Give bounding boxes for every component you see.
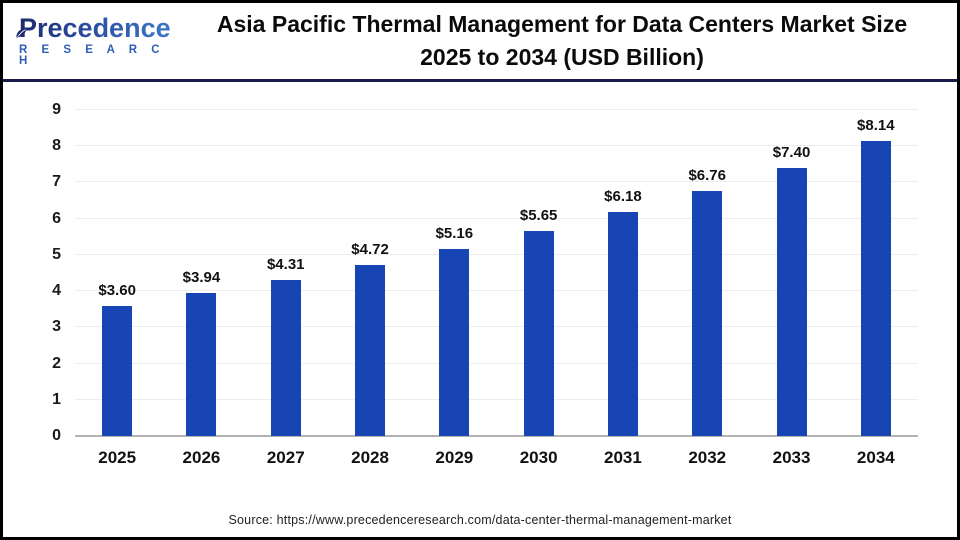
gridline (75, 181, 918, 183)
logo-wordmark: Precedence (19, 14, 181, 42)
gridline (75, 326, 918, 328)
bar (439, 249, 470, 436)
bar (102, 305, 133, 436)
y-tick-label: 9 (52, 101, 61, 118)
bar-column: $4.31 (244, 110, 328, 436)
bar (776, 167, 807, 436)
y-tick-label: 2 (52, 354, 61, 372)
x-tick-label: 2032 (688, 448, 727, 467)
plot-area: $3.60 $3.94 $4.31 $4.72 $5.16 $5.65 $6.18 $6.76… (75, 109, 918, 437)
bar-column: $4.72 (328, 110, 412, 436)
bar-value-label: $4.72 (351, 241, 389, 259)
bar-column: $5.16 (412, 110, 496, 436)
y-axis: 0 1 2 3 4 5 6 7 8 9 (3, 101, 61, 444)
bar-value-label: $8.14 (857, 117, 895, 135)
y-tick-label: 0 (52, 427, 61, 444)
bar (186, 293, 217, 436)
y-tick-label: 3 (52, 318, 61, 336)
bar (607, 212, 638, 436)
chart-title-line-1: Asia Pacific Thermal Management for Data… (216, 11, 908, 37)
gridline (75, 109, 918, 110)
bar-column: $6.76 (665, 110, 749, 436)
gridline (75, 253, 918, 255)
bar (860, 141, 891, 436)
gridline (75, 290, 918, 292)
gridline (75, 145, 918, 147)
logo-subtitle: R E S E A R C H (19, 43, 166, 67)
x-tick-label: 2034 (856, 448, 895, 467)
chart-canvas: 0 1 2 3 4 5 6 7 8 9 $3.60 $3.94 $4.31 $4.72 $5.16 $5.6… (3, 82, 957, 534)
bar-value-label: $4.31 (266, 255, 305, 273)
x-axis: 2025 2026 2027 2028 2029 2030 2031 2032 2033 2034 (75, 448, 918, 468)
y-tick-label: 7 (52, 173, 61, 191)
bar (355, 265, 386, 436)
chart-title: Asia Pacific Thermal Management for Data… (181, 8, 957, 74)
chart-title-line-2: 2025 to 2034 (USD Billion) (420, 44, 704, 70)
bar (692, 191, 723, 436)
source-text: Source: https://www.precedenceresearch.c… (228, 513, 732, 527)
x-tick-label: 2031 (604, 448, 642, 467)
bar-value-label: $3.60 (98, 281, 136, 299)
bar-value-label: $5.16 (435, 225, 474, 243)
precedence-research-logo: Precedence R E S E A R C H (3, 14, 181, 68)
bar-value-label: $6.76 (688, 167, 726, 185)
footer: Source: https://www.precedenceresearch.c… (3, 511, 957, 529)
x-tick-label: 2026 (182, 448, 221, 467)
x-tick-label: 2027 (266, 448, 305, 467)
bar-value-label: $7.40 (772, 143, 811, 161)
leaf-icon (16, 27, 27, 37)
gridline (75, 217, 918, 219)
bar-value-label: $3.94 (182, 269, 221, 287)
y-tick-label: 8 (52, 137, 61, 155)
x-tick-label: 2033 (772, 448, 811, 467)
bar-column: $6.18 (581, 110, 665, 436)
bar (270, 279, 301, 436)
y-tick-label: 1 (52, 390, 61, 408)
bar-column: $3.94 (159, 110, 243, 436)
bar (523, 231, 554, 436)
bar-value-label: $6.18 (604, 188, 642, 206)
y-tick-label: 4 (52, 282, 61, 300)
x-axis-baseline (75, 435, 918, 437)
y-tick-label: 5 (52, 245, 61, 263)
x-tick-label: 2025 (98, 448, 137, 467)
bar-column: $7.40 (749, 110, 833, 436)
bar-column: $5.65 (496, 110, 580, 436)
y-tick-label: 6 (52, 209, 61, 227)
x-tick-label: 2030 (519, 448, 558, 467)
x-tick-label: 2028 (351, 448, 389, 467)
x-tick-label: 2029 (435, 448, 474, 467)
gridline (75, 398, 918, 400)
bar-column: $8.14 (834, 110, 918, 436)
bar-value-label: $5.65 (519, 207, 558, 225)
header: Precedence R E S E A R C H Asia Pacific … (3, 3, 957, 82)
bar-column: $3.60 (75, 110, 159, 436)
gridline (75, 362, 918, 364)
